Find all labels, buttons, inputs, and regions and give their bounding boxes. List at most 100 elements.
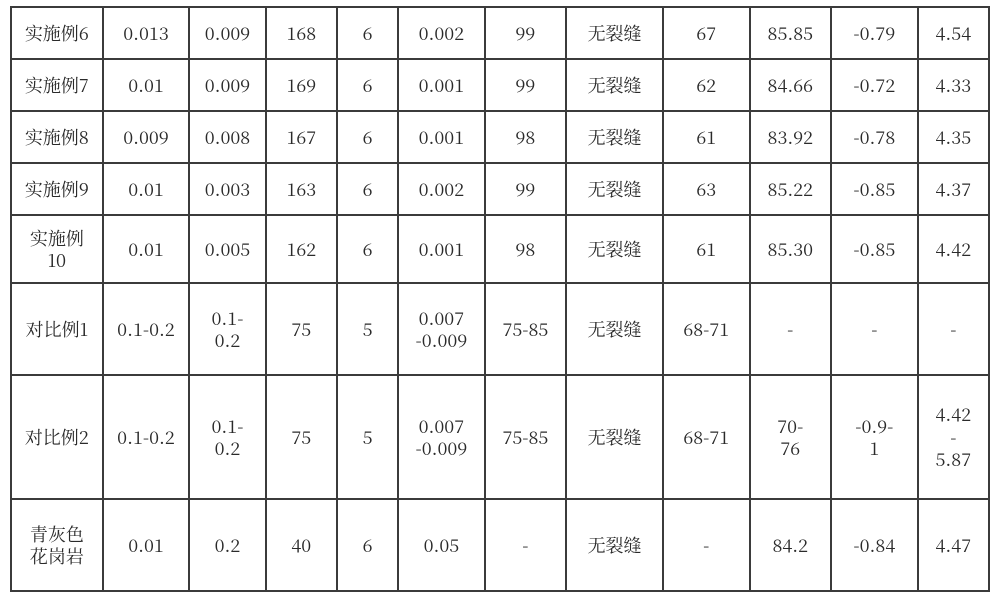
table-cell: 85.22 — [750, 163, 832, 215]
table-cell: 67 — [663, 7, 750, 59]
table-cell: 对比例1 — [11, 283, 103, 375]
table-cell: 实施例 10 — [11, 215, 103, 283]
table-cell: -0.79 — [831, 7, 918, 59]
table-row: 对比例20.1-0.20.1- 0.27550.007 -0.00975-85无… — [11, 375, 989, 499]
table-cell: 0.001 — [398, 215, 485, 283]
table-cell: 实施例9 — [11, 163, 103, 215]
table-cell: 62 — [663, 59, 750, 111]
table-cell: 0.001 — [398, 59, 485, 111]
table-cell: 0.009 — [103, 111, 190, 163]
table-cell: 99 — [485, 163, 567, 215]
table-cell: 0.05 — [398, 499, 485, 591]
table-cell: 4.35 — [918, 111, 989, 163]
table-cell: 0.009 — [189, 59, 265, 111]
table-cell: 0.01 — [103, 499, 190, 591]
table-cell: 4.42 - 5.87 — [918, 375, 989, 499]
table-cell: 168 — [266, 7, 337, 59]
table-cell: 0.002 — [398, 7, 485, 59]
table-cell: 0.01 — [103, 59, 190, 111]
table-cell: - — [750, 283, 832, 375]
table-cell: 对比例2 — [11, 375, 103, 499]
table-cell: 61 — [663, 215, 750, 283]
table-cell: -0.9- 1 — [831, 375, 918, 499]
table-row: 实施例80.0090.00816760.00198无裂缝6183.92-0.78… — [11, 111, 989, 163]
table-cell: 167 — [266, 111, 337, 163]
table-cell: 99 — [485, 7, 567, 59]
table-row: 实施例60.0130.00916860.00299无裂缝6785.85-0.79… — [11, 7, 989, 59]
table-cell: 98 — [485, 215, 567, 283]
table-cell: 实施例6 — [11, 7, 103, 59]
table-cell: 0.002 — [398, 163, 485, 215]
table-body: 实施例60.0130.00916860.00299无裂缝6785.85-0.79… — [11, 7, 989, 591]
table-cell: 83.92 — [750, 111, 832, 163]
table-cell: 实施例7 — [11, 59, 103, 111]
table-cell: 84.66 — [750, 59, 832, 111]
table-cell: 0.1-0.2 — [103, 375, 190, 499]
table-cell: 63 — [663, 163, 750, 215]
table-cell: 0.013 — [103, 7, 190, 59]
table-row: 青灰色 花岗岩0.010.24060.05-无裂缝-84.2-0.844.47 — [11, 499, 989, 591]
table-cell: 0.01 — [103, 215, 190, 283]
table-cell: 无裂缝 — [566, 499, 663, 591]
table-cell: 84.2 — [750, 499, 832, 591]
table-cell: 4.47 — [918, 499, 989, 591]
table-cell: 40 — [266, 499, 337, 591]
table-cell: 0.008 — [189, 111, 265, 163]
table-cell: 4.54 — [918, 7, 989, 59]
table-cell: 5 — [337, 375, 398, 499]
table-cell: 6 — [337, 499, 398, 591]
table-cell: 162 — [266, 215, 337, 283]
table-cell: 4.37 — [918, 163, 989, 215]
table-cell: 实施例8 — [11, 111, 103, 163]
table-cell: -0.85 — [831, 163, 918, 215]
table-cell: 4.33 — [918, 59, 989, 111]
table-cell: 6 — [337, 111, 398, 163]
table-cell: 6 — [337, 59, 398, 111]
table-cell: -0.78 — [831, 111, 918, 163]
table-row: 对比例10.1-0.20.1- 0.27550.007 -0.00975-85无… — [11, 283, 989, 375]
table-row: 实施例70.010.00916960.00199无裂缝6284.66-0.724… — [11, 59, 989, 111]
table-cell: 0.009 — [189, 7, 265, 59]
table-cell: 0.1-0.2 — [103, 283, 190, 375]
table-cell: 无裂缝 — [566, 59, 663, 111]
table-cell: 0.2 — [189, 499, 265, 591]
table-cell: 无裂缝 — [566, 7, 663, 59]
table-cell: 75-85 — [485, 375, 567, 499]
table-cell: - — [485, 499, 567, 591]
table-cell: - — [831, 283, 918, 375]
table-cell: 无裂缝 — [566, 111, 663, 163]
table-cell: 68-71 — [663, 375, 750, 499]
table-row: 实施例90.010.00316360.00299无裂缝6385.22-0.854… — [11, 163, 989, 215]
table-cell: 无裂缝 — [566, 215, 663, 283]
table-cell: -0.85 — [831, 215, 918, 283]
table-cell: 85.30 — [750, 215, 832, 283]
table-cell: 0.007 -0.009 — [398, 283, 485, 375]
table-cell: 169 — [266, 59, 337, 111]
page: 实施例60.0130.00916860.00299无裂缝6785.85-0.79… — [0, 0, 1000, 516]
table-cell: 0.007 -0.009 — [398, 375, 485, 499]
table-cell: 6 — [337, 163, 398, 215]
table-cell: - — [663, 499, 750, 591]
table-cell: -0.84 — [831, 499, 918, 591]
table-cell: 0.005 — [189, 215, 265, 283]
table-cell: 70- 76 — [750, 375, 832, 499]
table-cell: 75 — [266, 375, 337, 499]
table-cell: 6 — [337, 215, 398, 283]
table-cell: -0.72 — [831, 59, 918, 111]
table-cell: 无裂缝 — [566, 283, 663, 375]
table-cell: - — [918, 283, 989, 375]
table-cell: 75-85 — [485, 283, 567, 375]
table-cell: 99 — [485, 59, 567, 111]
table-row: 实施例 100.010.00516260.00198无裂缝6185.30-0.8… — [11, 215, 989, 283]
table-cell: 85.85 — [750, 7, 832, 59]
table-cell: 无裂缝 — [566, 375, 663, 499]
table-cell: 无裂缝 — [566, 163, 663, 215]
table-cell: 0.1- 0.2 — [189, 375, 265, 499]
table-cell: 0.003 — [189, 163, 265, 215]
table-cell: 0.01 — [103, 163, 190, 215]
table-cell: 6 — [337, 7, 398, 59]
table-cell: 68-71 — [663, 283, 750, 375]
table-cell: 75 — [266, 283, 337, 375]
table-cell: 163 — [266, 163, 337, 215]
table-cell: 5 — [337, 283, 398, 375]
